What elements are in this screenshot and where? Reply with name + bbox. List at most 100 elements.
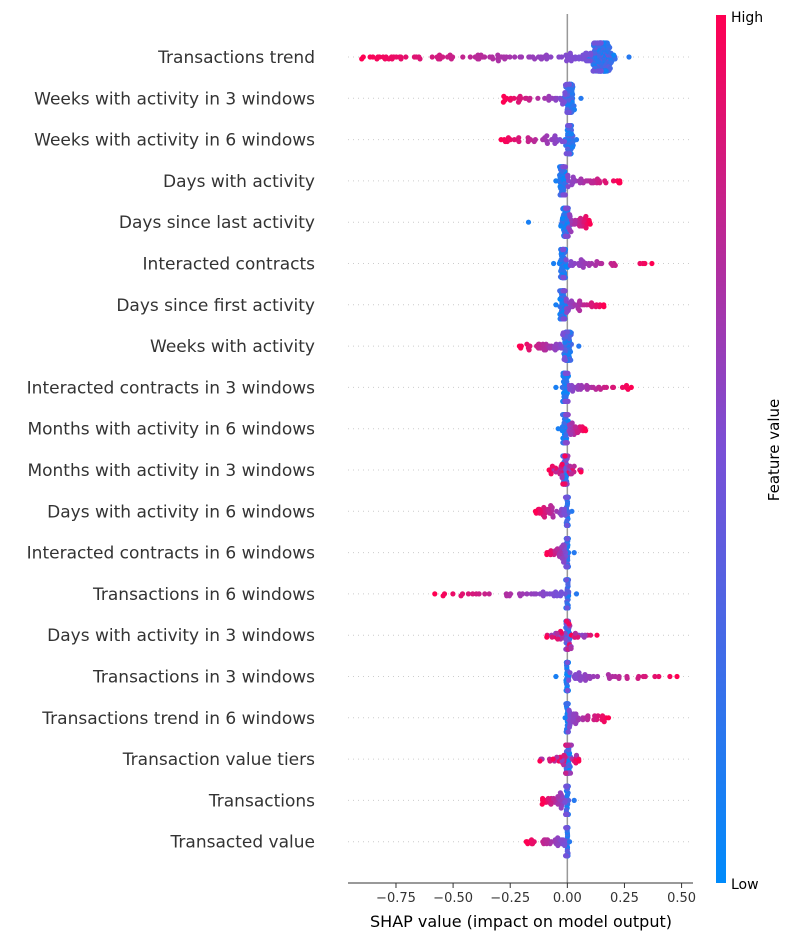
- shap-point: [567, 50, 573, 56]
- shap-point: [475, 56, 481, 62]
- shap-point: [576, 758, 582, 764]
- shap-point: [541, 347, 547, 353]
- shap-point: [487, 54, 493, 60]
- shap-point: [578, 176, 584, 182]
- feature-label: Days since first activity: [116, 296, 315, 316]
- shap-point: [536, 506, 543, 512]
- shap-point: [546, 467, 552, 473]
- shap-point: [588, 180, 595, 186]
- feature-label: Interacted contracts: [143, 255, 316, 275]
- shap-point: [624, 675, 630, 682]
- shap-point: [559, 544, 565, 550]
- shap-point: [578, 257, 584, 263]
- feature-label: Months with activity in 3 windows: [27, 461, 315, 481]
- colorbar-high-label: High: [731, 10, 763, 26]
- shap-point: [583, 50, 589, 56]
- shap-point: [541, 504, 547, 511]
- shap-point: [577, 223, 583, 229]
- shap-point: [563, 205, 569, 211]
- shap-point: [553, 469, 559, 475]
- shap-point: [552, 347, 558, 353]
- shap-point: [594, 40, 600, 46]
- feature-label: Days with activity in 6 windows: [47, 502, 315, 522]
- shap-point: [554, 630, 560, 636]
- shap-point: [374, 56, 380, 62]
- shap-point: [568, 229, 574, 235]
- shap-points: [359, 40, 680, 859]
- shap-point: [564, 742, 571, 748]
- shap-point: [585, 713, 591, 719]
- shap-point: [583, 213, 589, 220]
- shap-point: [561, 762, 567, 768]
- shap-point: [460, 54, 466, 60]
- shap-point: [555, 794, 561, 800]
- shap-point: [578, 675, 584, 682]
- shap-point: [440, 593, 446, 599]
- shap-point: [429, 54, 435, 60]
- shap-point: [564, 522, 570, 528]
- shap-point: [565, 687, 571, 694]
- shap-point: [563, 811, 569, 818]
- shap-point: [482, 591, 488, 597]
- shap-point: [573, 137, 580, 143]
- shap-point: [623, 382, 630, 389]
- feature-label: Transaction value tiers: [122, 750, 315, 770]
- shap-point: [527, 137, 534, 143]
- shap-point: [564, 605, 570, 611]
- shap-point: [523, 839, 529, 845]
- feature-label: Interacted contracts in 3 windows: [27, 378, 315, 398]
- shap-point: [536, 341, 542, 347]
- shap-point: [637, 260, 643, 267]
- shap-point: [450, 591, 456, 597]
- shap-point: [561, 506, 568, 512]
- shap-point: [572, 56, 578, 62]
- shap-point: [564, 783, 570, 790]
- shap-point: [530, 841, 536, 847]
- shap-point: [569, 471, 575, 477]
- shap-point: [553, 302, 559, 308]
- shap-point: [495, 58, 501, 64]
- shap-point: [562, 164, 569, 170]
- shap-point: [550, 756, 556, 762]
- shap-point: [592, 713, 598, 719]
- shap-point: [573, 591, 580, 597]
- shap-point: [398, 56, 404, 62]
- shap-point: [553, 97, 559, 103]
- feature-label: Months with activity in 6 windows: [27, 420, 315, 440]
- shap-point: [569, 420, 575, 426]
- feature-label: Weeks with activity: [150, 337, 315, 357]
- shap-point: [563, 577, 570, 583]
- shap-point: [561, 752, 567, 758]
- shap-point: [597, 386, 604, 392]
- shap-point: [581, 302, 587, 308]
- shap-point: [393, 54, 399, 60]
- shap-point: [568, 298, 575, 304]
- shap-point: [555, 842, 561, 849]
- shap-point: [578, 382, 585, 389]
- shap-point: [561, 559, 567, 565]
- shap-point: [555, 801, 561, 807]
- shap-point: [478, 52, 484, 58]
- shap-point: [572, 424, 579, 430]
- shap-point: [542, 95, 548, 101]
- shap-point: [524, 591, 530, 597]
- shap-point: [450, 54, 456, 60]
- shap-point: [617, 180, 623, 186]
- shap-point: [532, 56, 538, 62]
- shap-point: [588, 632, 594, 638]
- shap-point: [563, 825, 569, 831]
- shap-point: [458, 593, 464, 599]
- shap-point: [577, 215, 584, 221]
- shap-point: [563, 370, 569, 376]
- shap-point: [568, 431, 574, 437]
- shap-point: [540, 795, 546, 802]
- shap-point: [578, 469, 584, 475]
- shap-point: [594, 259, 600, 265]
- shap-point: [567, 212, 573, 218]
- shap-point: [559, 138, 565, 145]
- shap-point: [566, 677, 572, 683]
- shap-point: [572, 634, 578, 640]
- shap-point: [589, 304, 595, 310]
- shap-point: [594, 176, 601, 182]
- shap-point: [596, 68, 603, 74]
